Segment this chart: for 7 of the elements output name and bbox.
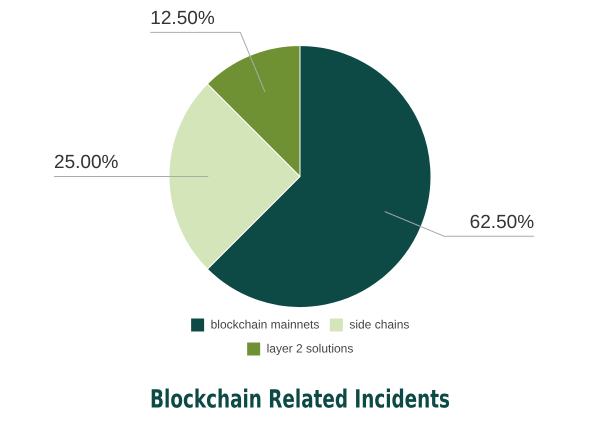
text: Blockchain Related Incidents <box>150 386 450 414</box>
data-label: 62.50% <box>470 212 534 233</box>
legend-label: layer 2 solutions <box>266 341 354 356</box>
data-label: 12.50% <box>150 8 215 30</box>
data-label: 25.00% <box>54 152 119 174</box>
legend-label: blockchain mainnets <box>210 317 320 332</box>
legend-label: side chains <box>349 317 410 332</box>
